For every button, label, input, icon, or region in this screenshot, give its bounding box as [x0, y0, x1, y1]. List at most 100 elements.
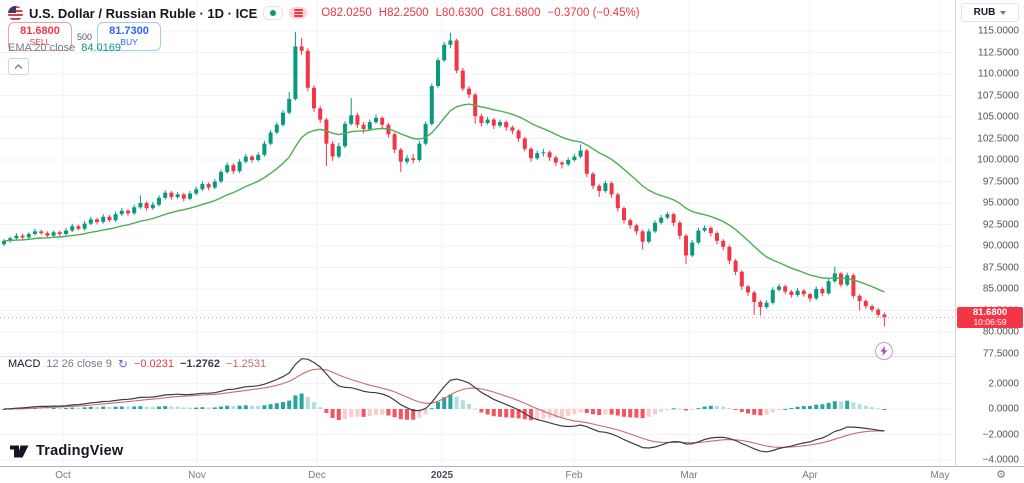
price-tick-label: 97.5000 [982, 176, 1019, 187]
macd-bar [640, 409, 645, 419]
candle [343, 123, 347, 147]
macd-bar [305, 397, 310, 409]
candle [578, 150, 583, 157]
candle [417, 143, 422, 160]
macd-bar [473, 408, 478, 410]
macd-bar [566, 409, 571, 416]
macd-bar [119, 406, 124, 409]
candle [262, 143, 267, 155]
macd-bar [225, 405, 230, 409]
macd-bar [268, 404, 273, 409]
candle [516, 130, 521, 139]
macd-bar [274, 403, 279, 409]
candle [367, 122, 372, 130]
macd-bar [256, 405, 261, 409]
price-tick-label: 92.5000 [982, 219, 1019, 230]
candle [8, 238, 13, 241]
price-axis[interactable]: RUB 115.0000 112.5000 110.0000 107.5000 105.… [955, 0, 1024, 466]
candle [671, 214, 676, 223]
candle [696, 230, 701, 243]
change-value: −0.3700 (−0.45%) [547, 7, 640, 19]
macd-bar [845, 400, 850, 409]
candle [801, 290, 806, 295]
candle [436, 60, 440, 87]
us-flag-icon [8, 5, 23, 21]
candle [318, 108, 323, 120]
candle [231, 165, 236, 172]
candle [560, 162, 564, 165]
instant-trading-badge[interactable] [875, 342, 893, 360]
sell-button[interactable]: 81.6800 SELL [8, 22, 72, 51]
candle [684, 235, 688, 256]
macd-bar [535, 409, 540, 420]
macd-bar [361, 409, 366, 417]
macd-bar [429, 408, 434, 410]
macd-histogram [2, 393, 887, 421]
macd-bar [367, 409, 372, 417]
candle [789, 291, 794, 296]
candle [423, 123, 428, 144]
candle [33, 231, 37, 234]
collapse-pane-button[interactable] [8, 58, 29, 75]
current-price-label[interactable]: 81.6800 10:06:59 [957, 307, 1023, 328]
macd-bar [150, 406, 155, 409]
macd-bar [126, 406, 130, 409]
macd-bar [76, 407, 81, 409]
macd-bar [442, 397, 447, 409]
macd-bar [584, 409, 589, 414]
macd-bar [826, 402, 831, 409]
price-tick-label: 85.0000 [982, 283, 1019, 295]
price-tick-label: 115.0000 [978, 25, 1019, 37]
tradingview-logo[interactable]: TradingView [10, 443, 123, 459]
candle [268, 132, 273, 144]
buy-button[interactable]: 81.7300 BUY [97, 22, 162, 51]
candle [845, 275, 850, 285]
candle [640, 231, 645, 242]
price-tick-label: 95.0000 [982, 197, 1019, 209]
price-and-macd-chart[interactable] [0, 0, 955, 466]
candle [622, 208, 626, 221]
macd-bar [262, 405, 267, 409]
currency-dropdown[interactable]: RUB [961, 3, 1019, 22]
candle [882, 314, 887, 318]
ema-value: 84.0169 [81, 42, 122, 54]
macd-legend-row[interactable]: MACD 12 26 close 9 ↻ −0.0231 −1.2762 −1.… [8, 357, 267, 371]
macd-bar [460, 400, 465, 409]
macd-bar [411, 409, 416, 420]
macd-bar [777, 409, 781, 411]
market-open-icon[interactable] [263, 6, 284, 20]
symbol-title[interactable]: U.S. Dollar / Russian Ruble · 1D · ICE [29, 5, 258, 21]
ema-legend-row[interactable]: EMA 20 close 84.0169 [8, 42, 121, 54]
candle [287, 98, 292, 113]
legend-symbol-row: U.S. Dollar / Russian Ruble · 1D · ICE O… [8, 4, 640, 22]
time-axis[interactable]: Oct Nov Dec 2025 Feb Mar Apr May ⚙ [0, 466, 1024, 483]
macd-bar [752, 409, 757, 415]
macd-bar [45, 407, 50, 409]
candle [349, 115, 354, 124]
macd-bar [219, 406, 223, 409]
candle [721, 240, 726, 247]
sync-icon[interactable]: ↻ [117, 357, 128, 371]
delayed-data-icon[interactable] [289, 7, 308, 19]
candle [411, 158, 416, 160]
macd-bar [578, 409, 583, 413]
candle [355, 115, 360, 125]
macd-bar [423, 409, 428, 415]
time-tick-label: Nov [188, 470, 206, 481]
sell-label: SELL [29, 36, 51, 47]
chart-canvas[interactable] [0, 0, 955, 466]
macd-bar [467, 403, 471, 409]
candle [138, 203, 143, 208]
macd-bar [398, 409, 403, 420]
macd-bar [671, 408, 676, 410]
candle [76, 226, 81, 229]
candle [57, 232, 62, 234]
candle [553, 157, 558, 163]
macd-bar [287, 400, 292, 409]
gear-icon[interactable]: ⚙ [996, 469, 1006, 481]
macd-bar [392, 409, 397, 418]
candle [454, 40, 459, 71]
candles-layer[interactable] [2, 31, 887, 327]
macd-bar [194, 407, 199, 409]
macd-signal-value: −1.2531 [226, 358, 267, 370]
